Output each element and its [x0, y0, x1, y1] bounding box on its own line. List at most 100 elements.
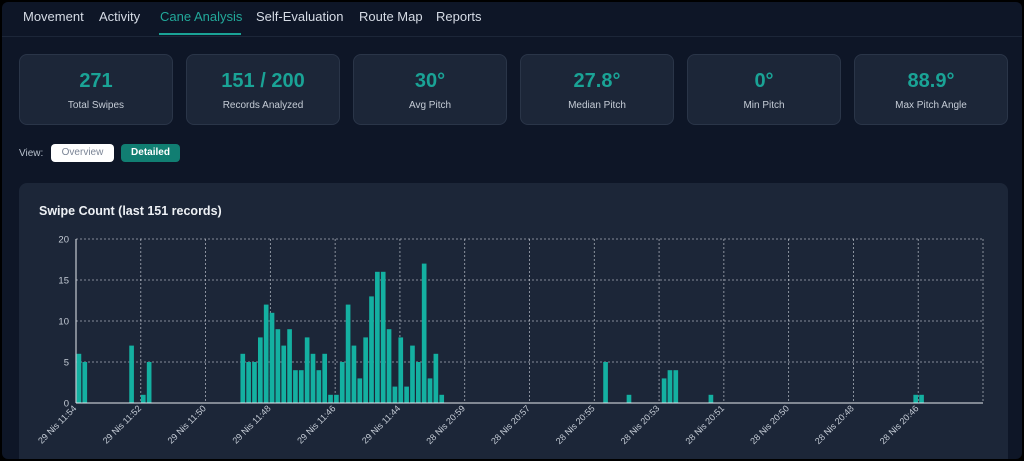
y-tick-label: 5	[64, 358, 69, 369]
stat-label: Total Swipes	[67, 100, 125, 111]
bar	[263, 304, 269, 403]
bar	[339, 362, 345, 403]
x-tick-label: 28 Nis 20:51	[683, 403, 726, 446]
stat-value: 151 / 200	[221, 70, 305, 92]
bar	[398, 337, 404, 403]
bar	[392, 386, 398, 403]
stat-label: Max Pitch Angle	[895, 100, 967, 111]
bar	[328, 394, 333, 403]
y-tick-label: 20	[58, 235, 69, 246]
bar	[661, 378, 667, 403]
stat-value: 27.8°	[573, 70, 621, 92]
bar	[82, 362, 88, 403]
stat-card-max-pitch-angle: 88.9° Max Pitch Angle	[854, 54, 1008, 125]
bar	[240, 353, 246, 403]
bar	[357, 378, 363, 403]
bar	[146, 362, 152, 403]
stat-label: Records Analyzed	[222, 100, 304, 111]
x-tick-label: 29 Nis 11:48	[230, 403, 272, 445]
bar	[246, 362, 251, 403]
stat-card-total-swipes: 271 Total Swipes	[19, 54, 173, 125]
bar	[427, 378, 433, 403]
bar	[421, 263, 427, 403]
bar	[140, 394, 146, 403]
stat-card-records-analyzed: 151 / 200 Records Analyzed	[186, 54, 340, 125]
stat-label: Avg Pitch	[408, 100, 452, 111]
bar	[673, 370, 679, 403]
swipe-count-chart-panel: Swipe Count (last 151 records) 0 5 10 15 20 2…	[19, 183, 1008, 459]
bar	[310, 353, 316, 403]
bar	[667, 370, 673, 403]
stat-card-median-pitch: 27.8° Median Pitch	[520, 54, 674, 125]
bar	[410, 345, 415, 403]
bar	[913, 394, 919, 403]
bar	[603, 362, 608, 403]
bar	[708, 394, 714, 403]
bar	[386, 329, 392, 403]
bar	[298, 370, 304, 403]
x-tick-label: 28 Nis 20:53	[619, 403, 662, 446]
x-tick-label: 28 Nis 20:48	[813, 403, 856, 446]
tab-cane-analysis[interactable]: Cane Analysis	[160, 9, 243, 24]
view-detailed-button[interactable]: Detailed	[121, 144, 180, 162]
bar	[334, 394, 339, 403]
view-label: View:	[19, 148, 44, 159]
bar	[380, 271, 386, 403]
bar	[281, 345, 287, 403]
bar	[375, 271, 380, 403]
tab-self-evaluation[interactable]: Self-Evaluation	[256, 9, 344, 24]
y-tick-label: 15	[58, 276, 69, 287]
bar	[304, 337, 310, 403]
view-overview-button[interactable]: Overview	[51, 144, 114, 162]
bar	[351, 345, 357, 403]
tab-reports[interactable]: Reports	[436, 9, 482, 24]
bar	[275, 329, 281, 403]
bar	[269, 312, 275, 403]
stat-value: 88.9°	[907, 70, 955, 92]
bar	[345, 304, 351, 403]
bar	[258, 337, 263, 403]
bar	[322, 353, 328, 403]
x-tick-label: 28 Nis 20:57	[489, 403, 532, 446]
bar	[316, 370, 322, 403]
tab-movement[interactable]: Movement	[23, 9, 84, 24]
x-tick-label: 28 Nis 20:46	[878, 403, 921, 446]
chart-title: Swipe Count (last 151 records)	[39, 204, 222, 218]
bar	[919, 394, 924, 403]
stat-card-avg-pitch: 30° Avg Pitch	[353, 54, 507, 125]
bar	[626, 394, 632, 403]
y-tick-label: 10	[58, 317, 69, 328]
bar	[433, 353, 439, 403]
stat-value: 0°	[754, 70, 774, 92]
stat-value: 271	[79, 70, 113, 92]
x-tick-label: 29 Nis 11:46	[295, 403, 337, 445]
tab-bar: Movement Activity Cane Analysis Self-Eva…	[2, 2, 1022, 37]
bar	[252, 362, 257, 403]
x-tick-label: 29 Nis 11:44	[360, 403, 402, 445]
stat-value: 30°	[414, 70, 446, 92]
x-tick-label: 28 Nis 20:50	[748, 403, 791, 446]
bar	[363, 337, 368, 403]
x-tick-label: 29 Nis 11:50	[166, 403, 208, 445]
stat-card-min-pitch: 0° Min Pitch	[687, 54, 841, 125]
x-tick-label: 28 Nis 20:59	[424, 403, 467, 446]
x-tick-label: 29 Nis 11:52	[101, 403, 143, 445]
y-tick-label: 0	[64, 399, 69, 410]
stat-label: Median Pitch	[568, 100, 626, 111]
bar	[439, 394, 445, 403]
bar	[129, 345, 134, 403]
x-tick-label: 28 Nis 20:55	[554, 403, 597, 446]
bar	[369, 296, 374, 403]
bar	[415, 362, 421, 403]
active-tab-indicator	[159, 33, 241, 35]
swipe-count-chart: 0 5 10 15 20 29 Nis 11:54 29 Nis 11:52 29 Nis 1…	[36, 235, 984, 446]
x-tick-label: 29 Nis 11:54	[36, 403, 78, 445]
tab-route-map[interactable]: Route Map	[359, 9, 423, 24]
bar	[404, 386, 409, 403]
bar	[287, 329, 292, 403]
bar	[293, 370, 298, 403]
bar	[76, 353, 82, 403]
tab-activity[interactable]: Activity	[99, 9, 141, 24]
stat-label: Min Pitch	[743, 100, 785, 111]
